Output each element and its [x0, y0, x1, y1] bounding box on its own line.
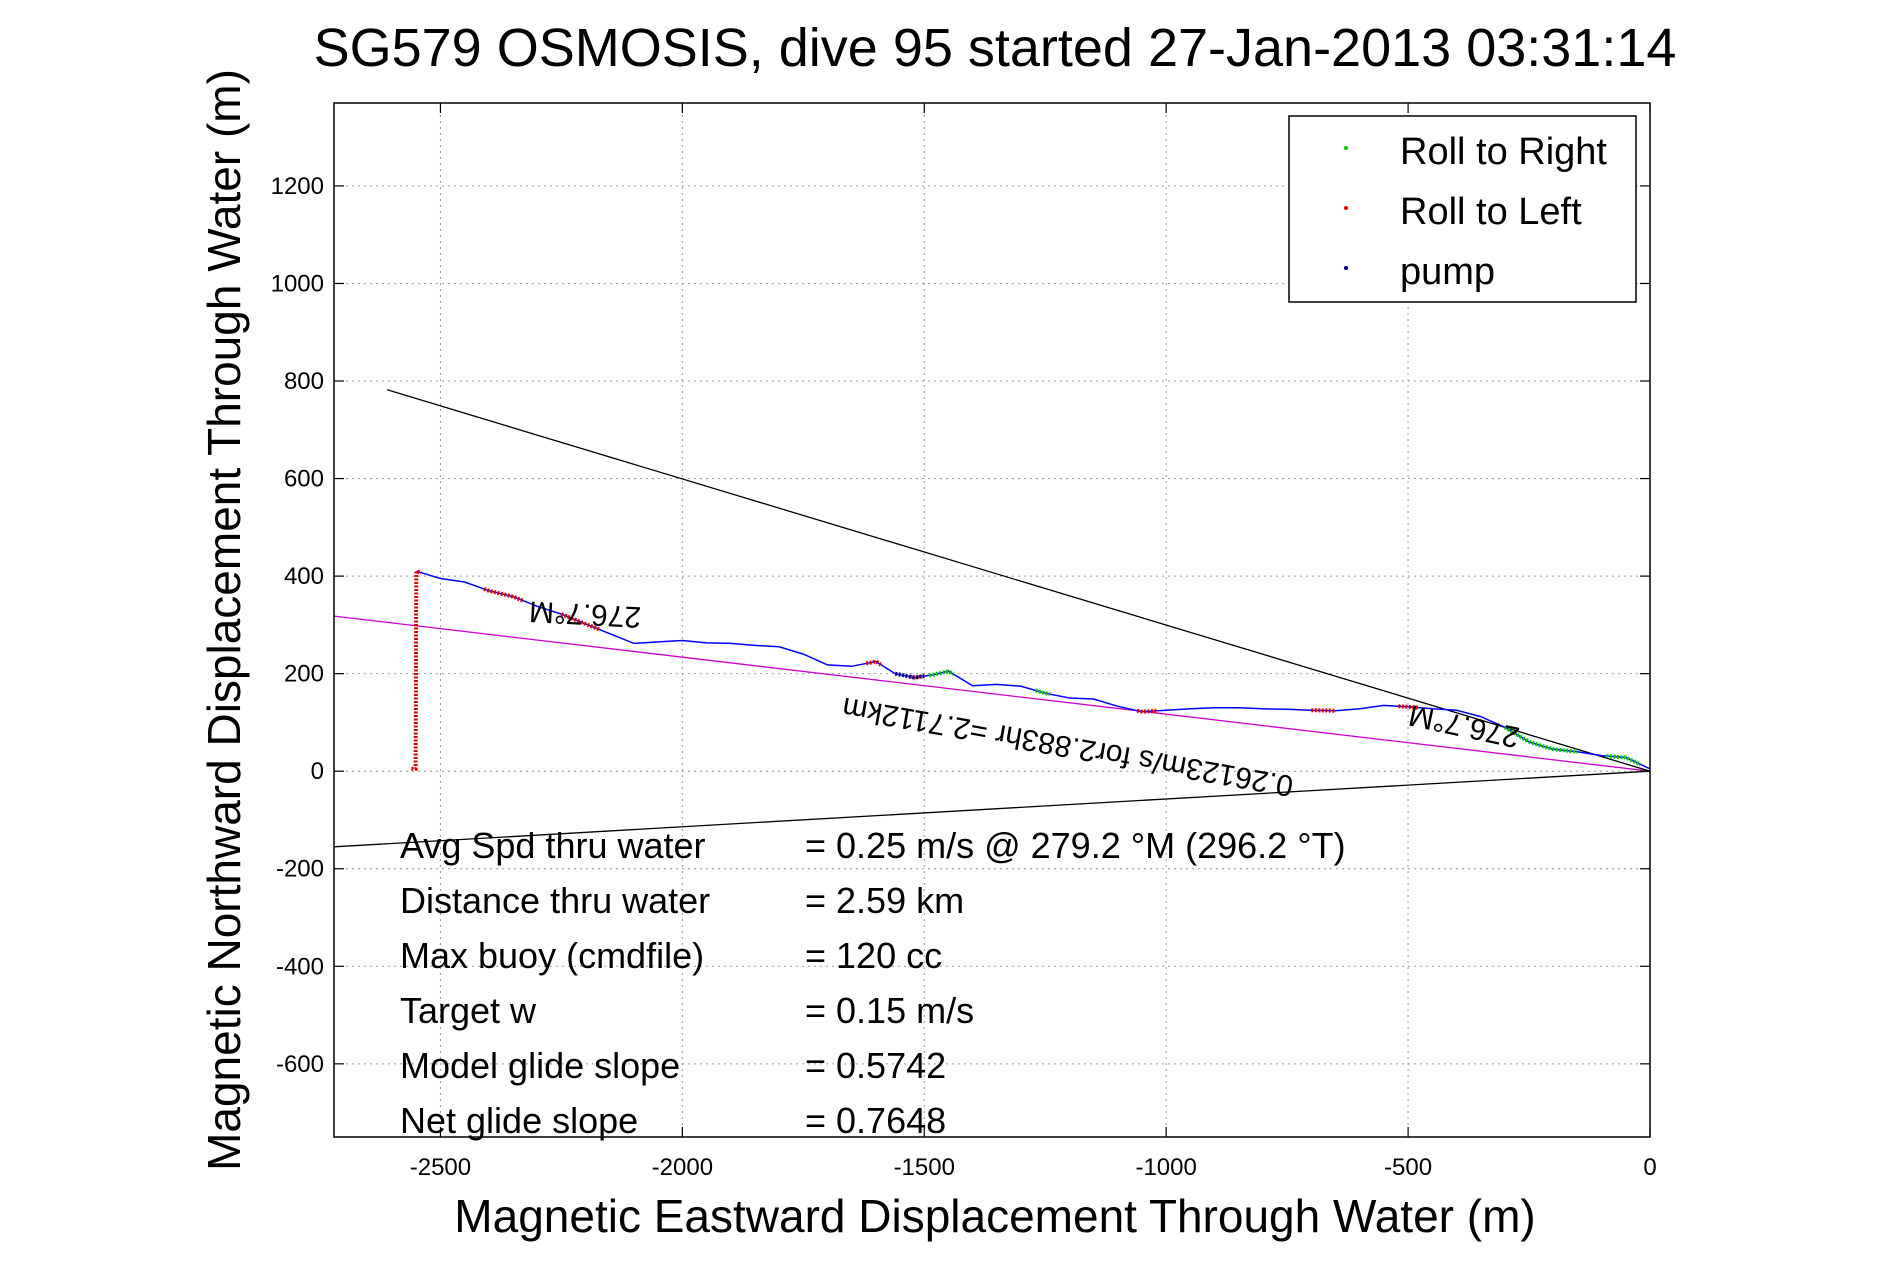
- stat-value: = 120 cc: [805, 935, 942, 976]
- roll-left-segment: [865, 659, 882, 667]
- x-tick-label: -2500: [410, 1154, 471, 1181]
- y-tick-label: 0: [311, 758, 324, 785]
- stat-label: Model glide slope: [400, 1045, 680, 1086]
- track-line: [416, 570, 1650, 770]
- heading-line: [387, 389, 1650, 772]
- stat-label: Net glide slope: [400, 1100, 638, 1141]
- x-tick-label: 0: [1643, 1154, 1656, 1181]
- roll-left-segment: [1311, 708, 1336, 713]
- stats-block: Avg Spd thru water = 0.25 m/s @ 279.2 °M …: [400, 825, 1346, 1141]
- legend: Roll to Right Roll to Left pump: [1288, 115, 1637, 303]
- roll-right-segment: [1034, 688, 1051, 697]
- legend-label: pump: [1400, 251, 1495, 293]
- y-tick-label: 1000: [271, 270, 324, 297]
- roll-left-segment: [411, 568, 422, 771]
- legend-marker: [1344, 146, 1348, 150]
- y-tick-label: -600: [276, 1051, 324, 1078]
- legend-marker: [1344, 206, 1348, 210]
- pump-segment: [894, 671, 925, 680]
- y-tick-label: 400: [284, 563, 324, 590]
- y-tick-label: 600: [284, 466, 324, 493]
- x-tick-label: -500: [1384, 1154, 1432, 1181]
- roll-right-segment: [1606, 754, 1642, 767]
- grid: [334, 103, 1650, 1137]
- heading-line: [334, 770, 1650, 848]
- stat-value: = 0.15 m/s: [805, 990, 974, 1031]
- heading-line: [334, 615, 1650, 772]
- heading-lines: [334, 389, 1650, 848]
- y-tick-label: 800: [284, 368, 324, 395]
- x-tick-label: -2000: [652, 1154, 713, 1181]
- y-axis-label: Magnetic Northward Displacement Through …: [198, 69, 250, 1171]
- legend-label: Roll to Right: [1400, 131, 1607, 173]
- chart-title: SG579 OSMOSIS, dive 95 started 27-Jan-20…: [314, 18, 1677, 78]
- y-tick-label: 200: [284, 661, 324, 688]
- heading-annotation: 276.7°M: [528, 594, 642, 633]
- x-tick-label: -1000: [1135, 1154, 1196, 1181]
- x-axis-label: Magnetic Eastward Displacement Through W…: [454, 1190, 1535, 1242]
- stat-value: = 0.5742: [805, 1045, 946, 1086]
- x-tick-label: -1500: [894, 1154, 955, 1181]
- y-tick-label: 1200: [271, 173, 324, 200]
- stat-label: Avg Spd thru water: [400, 825, 706, 866]
- stat-value: = 0.25 m/s @ 279.2 °M (296.2 °T): [805, 825, 1346, 866]
- roll-right-segment: [928, 669, 955, 678]
- y-tick-label: -400: [276, 953, 324, 980]
- roll-right-segment: [1503, 725, 1578, 754]
- stat-value: = 2.59 km: [805, 880, 964, 921]
- track-layer: [411, 568, 1650, 771]
- plot-frame: [333, 102, 1651, 1138]
- legend-label: Roll to Left: [1400, 191, 1582, 233]
- stat-value: = 0.7648: [805, 1100, 946, 1141]
- axis-ticks: -2500 -2000 -1500 -1000 -500 0-600-400-200020…: [271, 103, 1657, 1181]
- legend-marker: [1344, 266, 1348, 270]
- stat-label: Target w: [400, 990, 537, 1031]
- stat-label: Max buoy (cmdfile): [400, 935, 704, 976]
- y-tick-label: -200: [276, 856, 324, 883]
- stat-label: Distance thru water: [400, 880, 710, 921]
